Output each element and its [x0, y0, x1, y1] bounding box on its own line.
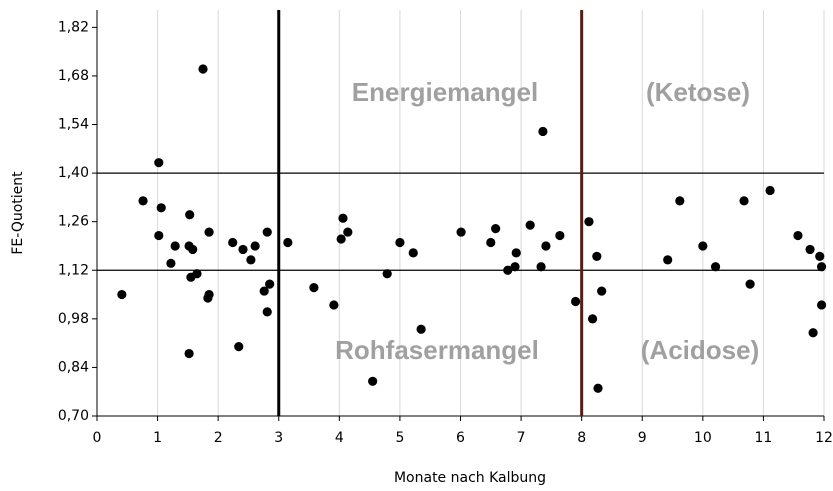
y-tick-label: 1,40	[58, 165, 89, 181]
point	[234, 341, 244, 352]
point	[265, 279, 275, 289]
point	[250, 241, 260, 251]
point	[170, 241, 180, 251]
point	[538, 126, 548, 137]
point	[338, 213, 348, 223]
point	[246, 255, 256, 265]
point	[805, 244, 815, 255]
point	[536, 262, 546, 272]
y-tick-label: 0,84	[58, 359, 89, 375]
point	[204, 227, 214, 237]
point	[238, 244, 248, 255]
point	[555, 230, 565, 241]
point	[188, 244, 198, 255]
point	[525, 220, 535, 230]
y-tick-label: 1,26	[58, 214, 89, 230]
y-tick-label: 1,68	[58, 68, 89, 84]
point	[166, 258, 176, 268]
point	[511, 248, 521, 258]
x-tick-label: 2	[214, 430, 223, 446]
point	[486, 237, 496, 248]
x-tick-label: 6	[456, 430, 465, 446]
point	[228, 237, 238, 248]
point	[329, 300, 339, 310]
point	[745, 279, 755, 289]
x-tick-label: 0	[93, 430, 102, 446]
point	[698, 241, 708, 251]
point	[408, 248, 418, 258]
point	[262, 227, 272, 237]
point	[154, 230, 164, 241]
point	[203, 293, 213, 303]
y-tick-label: 0,98	[58, 311, 89, 327]
point	[395, 237, 405, 248]
point	[675, 196, 685, 206]
point	[593, 383, 603, 393]
point	[192, 269, 202, 279]
x-tick-label: 8	[577, 430, 586, 446]
point	[185, 210, 195, 220]
point	[710, 262, 721, 272]
point	[510, 262, 520, 272]
y-tick-label: 1,54	[58, 117, 89, 133]
point	[138, 196, 148, 206]
point	[808, 328, 818, 338]
x-tick-label: 4	[335, 430, 344, 446]
x-tick-label: 1	[153, 430, 162, 446]
point	[198, 64, 208, 74]
point	[184, 348, 194, 359]
y-axis-label: FE-Quotient	[10, 171, 26, 255]
x-axis-label: Monate nach Kalbung	[394, 470, 546, 486]
x-tick-label: 7	[517, 430, 526, 446]
x-tick-label: 10	[694, 430, 712, 446]
point	[816, 262, 827, 272]
annotation: Energiemangel	[352, 77, 538, 107]
point	[382, 269, 392, 279]
x-tick-label: 9	[638, 430, 647, 446]
y-tick-label: 0,70	[58, 408, 89, 424]
y-tick-label: 1,82	[58, 19, 89, 35]
point	[156, 203, 166, 213]
point	[739, 196, 749, 206]
annotation: (Ketose)	[646, 77, 750, 107]
x-tick-label: 11	[755, 430, 773, 446]
annotation: (Acidose)	[641, 335, 759, 365]
point	[584, 217, 594, 227]
y-tick-label: 1,12	[58, 262, 89, 278]
point	[541, 241, 551, 251]
point	[587, 314, 598, 324]
point	[336, 234, 346, 244]
x-tick-label: 12	[815, 430, 833, 446]
point	[597, 286, 607, 296]
point	[154, 158, 164, 168]
point	[368, 376, 378, 386]
point	[416, 324, 426, 334]
point	[117, 289, 127, 300]
point	[592, 251, 602, 261]
point	[815, 251, 825, 261]
point	[765, 185, 775, 196]
x-tick-label: 5	[395, 430, 404, 446]
point	[491, 224, 501, 234]
x-tick-label: 3	[274, 430, 283, 446]
annotation: Rohfasermangel	[335, 335, 539, 365]
point	[456, 227, 466, 237]
point	[663, 255, 673, 265]
point	[503, 265, 513, 275]
point	[283, 237, 293, 248]
point	[309, 283, 319, 293]
point	[262, 307, 272, 317]
point	[793, 230, 803, 241]
point	[259, 286, 269, 296]
point	[343, 227, 353, 237]
point	[816, 300, 827, 310]
point	[571, 296, 581, 307]
